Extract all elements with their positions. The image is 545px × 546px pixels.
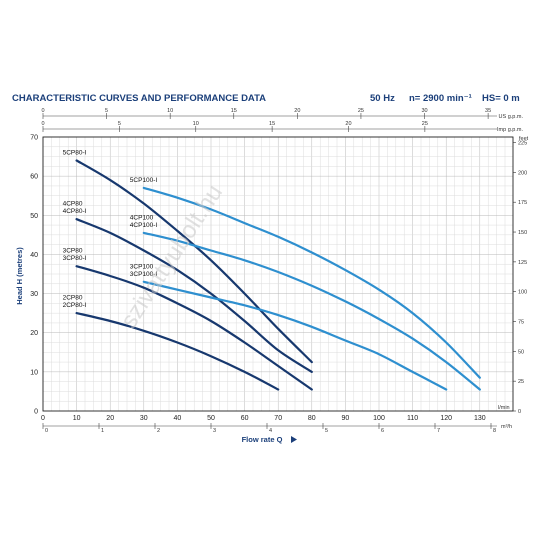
pump-curves [75,159,481,391]
impgpm-tick-label: 15 [269,121,275,127]
m3h-unit-label: m³/h [501,424,512,430]
usgpm-tick-label: 25 [358,108,364,114]
impgpm-tick-label: 0 [41,121,44,127]
usgpm-tick-label: 20 [294,108,300,114]
suction-head-label: HS= 0 m [482,93,520,104]
m3h-axis-ticks: 0 1 2 3 4 5 6 7 8 [42,423,496,434]
m3h-tick-label: 8 [493,428,496,434]
y-tick-label: 70 [30,135,38,142]
curve-label: 4CP80-I [63,208,87,215]
feet-tick-label: 150 [518,230,527,236]
curve-label: 2CP80 [63,295,83,302]
x-tick-label: 30 [140,415,148,422]
usgpm-tick-label: 5 [105,108,108,114]
usgpm-tick-label: 35 [485,108,491,114]
y-tick-label: 0 [34,409,38,416]
m3h-tick-label: 3 [213,428,216,434]
curve-label: 4CP100 [130,214,154,221]
curve-label: 5CP80-I [63,149,87,156]
x-tick-label: 110 [407,415,418,422]
y-tick-label: 10 [30,369,38,376]
curve-label: 2CP80-I [63,302,87,309]
feet-tick-label: 225 [518,141,527,147]
speed-label: n= 2900 min⁻¹ [409,93,472,104]
x-tick-label: 70 [274,415,282,422]
y-tick-label: 60 [30,174,38,181]
usgpm-axis-ticks: 0 5 10 15 20 25 30 35 [41,108,491,119]
m3h-tick-label: 2 [157,428,160,434]
x-tick-label: 90 [342,415,350,422]
x-tick-label: 100 [373,415,385,422]
curve-4 [142,186,481,379]
chart-title: CHARACTERISTIC CURVES AND PERFORMANCE DA… [12,93,266,104]
m3h-tick-label: 0 [45,428,48,434]
x-tick-label: 20 [106,415,114,422]
usgpm-tick-label: 30 [421,108,427,114]
m3h-tick-label: 4 [269,428,272,434]
y-tick-label: 20 [30,330,38,337]
usgpm-tick-label: 0 [41,108,44,114]
curve-label: 4CP100-I [130,222,158,229]
impgpm-tick-label: 25 [422,121,428,127]
plot-grid [42,136,513,412]
x-unit-label: l/min [498,405,510,411]
x-axis-arrow-icon [291,436,297,443]
feet-axis-ticks: 0 25 50 75 100 125 150 175 200 225 [513,141,527,415]
usgpm-tick-label: 10 [167,108,173,114]
curve-1 [75,218,313,373]
x-tick-label: 130 [474,415,486,422]
x-tick-label: 60 [241,415,249,422]
m3h-tick-label: 5 [325,428,328,434]
x-axis-ticks: 0 10 20 30 40 50 60 70 80 90 100 110 120 130 [41,415,486,422]
curve-5 [142,231,481,391]
x-axis-title: Flow rate Q [242,435,283,444]
m3h-tick-label: 6 [381,428,384,434]
feet-tick-label: 75 [518,320,524,326]
x-tick-label: 40 [174,415,182,422]
curve-3 [75,312,280,391]
y-tick-label: 40 [30,252,38,259]
y-tick-label: 50 [30,213,38,220]
x-tick-label: 80 [308,415,316,422]
x-tick-label: 50 [207,415,215,422]
y-axis-title: Head H (metres) [15,247,24,305]
m3h-tick-label: 1 [101,428,104,434]
feet-tick-label: 0 [518,409,521,415]
curve-label: 3CP100-I [130,271,158,278]
feet-unit-label: feet [519,136,529,142]
frequency-label: 50 Hz [370,93,395,104]
curve-label: 3CP80 [63,248,83,255]
y-tick-label: 30 [30,291,38,298]
usgpm-tick-label: 15 [231,108,237,114]
feet-tick-label: 200 [518,170,527,176]
feet-tick-label: 125 [518,260,527,266]
curve-label: 3CP100 [130,263,154,270]
impgpm-tick-label: 10 [193,121,199,127]
curve-2 [75,265,313,391]
feet-tick-label: 50 [518,349,524,355]
curve-label: 5CP100-I [130,177,158,184]
m3h-tick-label: 7 [437,428,440,434]
feet-tick-label: 175 [518,200,527,206]
impgpm-tick-label: 20 [345,121,351,127]
x-tick-label: 120 [440,415,452,422]
impgpm-axis-ticks: 0 5 10 15 20 25 [41,121,428,132]
y-axis-ticks: 0 10 20 30 40 50 60 70 [30,135,38,416]
impgpm-unit-label: Imp g.p.m. [497,127,523,133]
top-secondary-scales: US g.p.m. Imp g.p.m. [43,114,523,133]
x-tick-label: 0 [41,415,45,422]
impgpm-tick-label: 5 [118,121,121,127]
usgpm-unit-label: US g.p.m. [499,114,524,120]
feet-tick-label: 100 [518,290,527,296]
feet-tick-label: 25 [518,379,524,385]
curve-label: 3CP80-I [63,255,87,262]
x-tick-label: 10 [73,415,81,422]
curve-6 [142,280,448,391]
plot-frame [42,136,514,412]
curve-label: 4CP80 [63,201,83,208]
